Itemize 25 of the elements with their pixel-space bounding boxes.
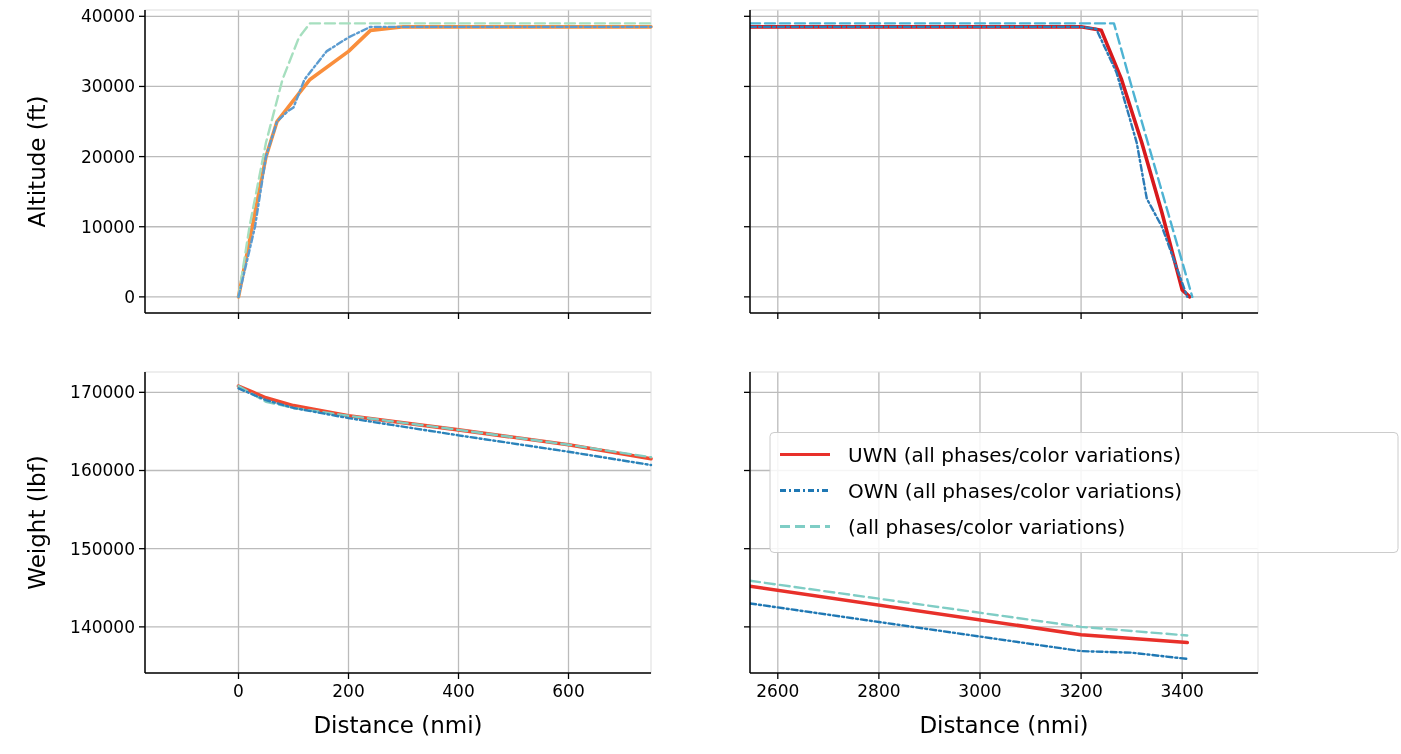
x-axis-title: Distance (nmi): [919, 712, 1089, 738]
x-tick-label: 3200: [1059, 681, 1103, 701]
x-tick-label: 3400: [1160, 681, 1204, 701]
y-tick-label: 20000: [80, 146, 135, 167]
x-tick-label: 2800: [857, 681, 901, 701]
y-tick-label: 10000: [80, 216, 135, 237]
x-tick-label: 2600: [756, 681, 800, 701]
y-tick-label: 140000: [70, 616, 135, 637]
y-tick-label: 150000: [70, 538, 135, 559]
y-axis-title: Altitude (ft): [24, 95, 50, 228]
x-tick-label: 400: [442, 681, 475, 701]
legend-label: (all phases/color variations): [848, 514, 1126, 539]
x-tick-label: 0: [233, 681, 244, 701]
legend-label: UWN (all phases/color variations): [848, 442, 1182, 467]
y-tick-label: 40000: [80, 6, 135, 27]
x-tick-label: 600: [552, 681, 585, 701]
y-tick-label: 0: [124, 286, 135, 307]
x-tick-label: 200: [332, 681, 365, 701]
x-tick-label: 3000: [958, 681, 1002, 701]
y-axis-title: Weight (lbf): [24, 455, 50, 590]
y-tick-label: 170000: [70, 382, 135, 403]
legend-label: OWN (all phases/color variations): [848, 478, 1183, 503]
x-axis-title: Distance (nmi): [313, 712, 483, 738]
y-tick-label: 30000: [80, 76, 135, 97]
y-tick-label: 160000: [70, 460, 135, 481]
